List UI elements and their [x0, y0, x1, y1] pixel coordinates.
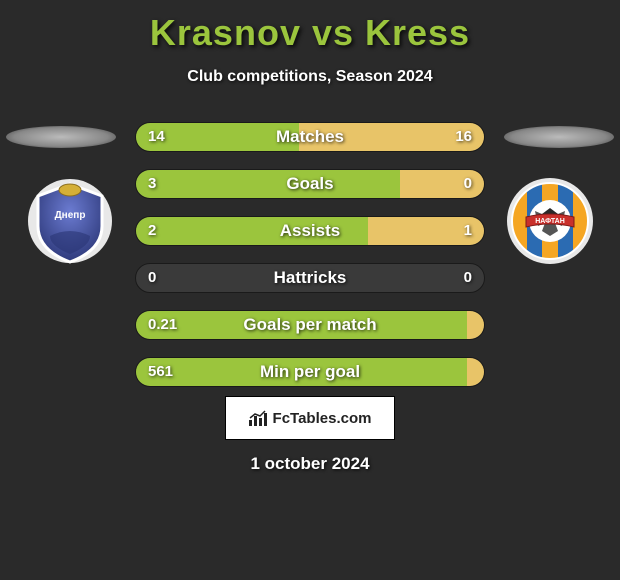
stat-row: Goals per match0.21 — [135, 310, 485, 340]
stats-container: Matches1416Goals30Assists21Hattricks00Go… — [135, 122, 485, 404]
stat-value-left: 561 — [148, 358, 173, 386]
stat-value-left: 3 — [148, 170, 156, 198]
stat-label: Matches — [136, 123, 484, 151]
stat-value-right: 0 — [464, 264, 472, 292]
subtitle: Club competitions, Season 2024 — [0, 68, 620, 86]
stat-value-right: 1 — [464, 217, 472, 245]
club-crest-left: Днепр — [20, 176, 120, 266]
chart-icon — [249, 410, 269, 426]
svg-text:Днепр: Днепр — [55, 210, 86, 221]
stat-row: Matches14 16 — [135, 122, 485, 152]
club-crest-right: НАФТАН — [500, 176, 600, 266]
stat-row: Assists2 1 — [135, 216, 485, 246]
player-shadow-left — [6, 126, 116, 148]
stat-value-left: 14 — [148, 123, 165, 151]
date-text: 1 october 2024 — [0, 454, 620, 474]
attribution-text: FcTables.com — [273, 410, 372, 427]
stat-row: Hattricks0 0 — [135, 263, 485, 293]
stat-value-right: 0 — [464, 170, 472, 198]
stat-label: Goals — [136, 170, 484, 198]
page-title: Krasnov vs Kress — [0, 0, 620, 54]
stat-value-left: 2 — [148, 217, 156, 245]
stat-row: Min per goal561 — [135, 357, 485, 387]
player-shadow-right — [504, 126, 614, 148]
attribution-badge: FcTables.com — [225, 396, 395, 440]
stat-label: Hattricks — [136, 264, 484, 292]
stat-row: Goals3 0 — [135, 169, 485, 199]
stat-value-right: 16 — [455, 123, 472, 151]
stat-label: Min per goal — [136, 358, 484, 386]
stat-label: Assists — [136, 217, 484, 245]
stat-value-left: 0 — [148, 264, 156, 292]
svg-text:НАФТАН: НАФТАН — [535, 218, 565, 225]
stat-value-left: 0.21 — [148, 311, 177, 339]
stat-label: Goals per match — [136, 311, 484, 339]
